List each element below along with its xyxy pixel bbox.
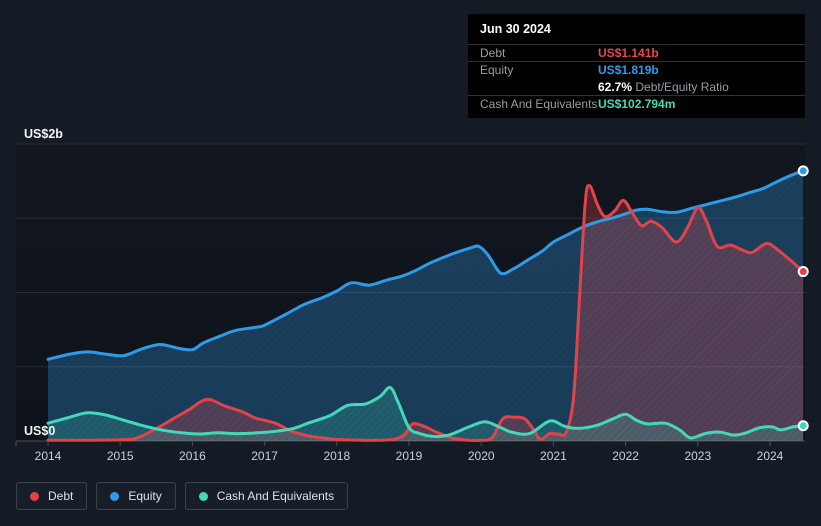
x-axis-label-2021: 2021 (540, 449, 567, 463)
x-axis-label-2018: 2018 (323, 449, 350, 463)
debt-line (46, 183, 805, 442)
tooltip-row-equity: Equity US$1.819b (468, 62, 805, 79)
tooltip-equity-label: Equity (480, 63, 514, 77)
tooltip-ratio: 62.7% Debt/Equity Ratio (598, 81, 729, 93)
legend-item-cash[interactable]: Cash And Equivalents (184, 482, 349, 510)
equity-legend-dot (110, 491, 120, 501)
x-axis-label-2020: 2020 (468, 449, 495, 463)
debt-endpoint-marker[interactable] (797, 266, 809, 278)
y-axis-label-US2b: US$2b (24, 127, 63, 141)
x-axis-label-2024: 2024 (757, 449, 784, 463)
tooltip-row-cash: Cash And Equivalents US$102.794m (468, 96, 805, 113)
x-axis-label-2015: 2015 (107, 449, 134, 463)
x-axis-label-2014: 2014 (35, 449, 62, 463)
tooltip-row-ratio: 62.7% Debt/Equity Ratio (468, 79, 805, 96)
chart-tooltip: Jun 30 2024 Debt US$1.141b Equity US$1.8… (468, 14, 805, 118)
cash-area-texture (48, 387, 804, 441)
equity-endpoint-marker[interactable] (797, 165, 809, 177)
tooltip-debt-label: Debt (480, 45, 506, 60)
tooltip-cash-value: US$102.794m (598, 97, 676, 111)
tooltip-ratio-label: Debt/Equity Ratio (635, 79, 729, 94)
tooltip-row-debt: Debt US$1.141b (468, 45, 805, 62)
tooltip-ratio-value: 62.7% (598, 79, 633, 94)
x-axis-label-2017: 2017 (251, 449, 278, 463)
cash-endpoint-marker[interactable] (797, 420, 809, 432)
chart-legend: Debt Equity Cash And Equivalents (16, 482, 349, 510)
legend-label-cash: Cash And Equivalents (216, 489, 335, 503)
x-axis-label-2016: 2016 (179, 449, 206, 463)
debt-legend-dot (30, 491, 39, 501)
tooltip-date: Jun 30 2024 (468, 14, 805, 45)
legend-label-debt: Debt (48, 489, 74, 503)
cash-legend-dot (198, 491, 208, 501)
x-axis-label-2023: 2023 (684, 449, 711, 463)
tooltip-debt-value: US$1.141b (598, 45, 659, 60)
cash-line (46, 385, 805, 440)
tooltip-cash-label: Cash And Equivalents (480, 97, 598, 111)
tooltip-equity-value: US$1.819b (598, 63, 659, 77)
debt-area-texture (48, 185, 804, 441)
legend-label-equity: Equity (128, 489, 162, 503)
x-axis-label-2022: 2022 (612, 449, 639, 463)
x-axis-label-2019: 2019 (396, 449, 423, 463)
legend-item-debt[interactable]: Debt (16, 482, 88, 510)
y-axis-label-US0: US$0 (24, 424, 55, 438)
legend-item-equity[interactable]: Equity (96, 482, 176, 510)
